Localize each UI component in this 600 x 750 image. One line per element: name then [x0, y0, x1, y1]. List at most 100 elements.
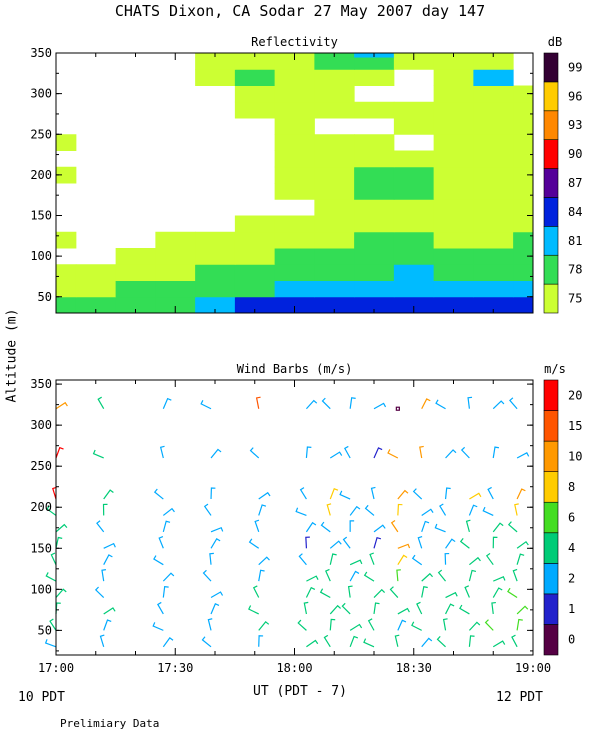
colorbar-label: 93: [568, 118, 582, 132]
reflectivity-cell: [56, 134, 77, 151]
wind-barb: [492, 522, 504, 533]
colorbar-swatch: [543, 410, 559, 442]
reflectivity-cell: [75, 280, 117, 298]
wind-barb: [249, 447, 260, 459]
reflectivity-cell: [314, 101, 355, 119]
reflectivity-cell: [195, 69, 236, 86]
wind-barb: [341, 602, 351, 615]
reflectivity-cell: [115, 264, 156, 281]
wind-barb: [210, 448, 222, 459]
wind-barb: [162, 585, 169, 598]
wind-barb: [252, 585, 260, 598]
wind-barb: [44, 639, 57, 648]
wind-barb: [157, 601, 164, 615]
wind-barb: [469, 556, 481, 566]
wind-barb: [153, 555, 164, 566]
wind-barb: [202, 569, 212, 582]
reflectivity-cell: [473, 183, 514, 200]
colorbar-label: 2: [568, 572, 575, 586]
wind-barb: [373, 602, 380, 615]
reflectivity-cell: [393, 296, 435, 314]
wind-barb: [103, 619, 112, 631]
wind-barb: [258, 635, 264, 647]
wind-barb: [329, 451, 343, 459]
wind-barb: [94, 586, 105, 598]
reflectivity-cell: [195, 231, 236, 249]
wind-barb: [507, 587, 518, 599]
wind-barb: [512, 568, 518, 582]
y-tick-label: 50: [38, 623, 52, 637]
wind-barb: [492, 446, 500, 459]
colorbar-label: 84: [568, 205, 582, 219]
reflectivity-cell: [274, 166, 315, 184]
reflectivity-cell: [473, 150, 514, 168]
wind-barb: [373, 447, 383, 459]
reflectivity-cell: [433, 296, 474, 314]
wind-barb: [97, 396, 105, 410]
wind-barb: [305, 399, 318, 410]
wind-barb: [364, 504, 375, 516]
x-tick-label: 19:00: [515, 661, 551, 675]
reflectivity-cell: [473, 280, 514, 298]
wind-barb: [397, 619, 407, 631]
y-tick-label: 100: [30, 582, 52, 596]
wind-barb: [516, 540, 529, 549]
reflectivity-cell: [473, 215, 514, 233]
reflectivity-cell: [56, 264, 77, 281]
y-tick-label: 350: [30, 46, 52, 60]
wind-barb: [258, 504, 267, 516]
reflectivity-cell: [473, 101, 514, 119]
wind-barb: [349, 397, 356, 409]
wind-barb: [387, 449, 399, 459]
reflectivity-cell: [234, 231, 276, 249]
wind-barb: [305, 446, 312, 459]
reflectivity-cell: [314, 57, 355, 70]
wind-barb: [329, 604, 342, 615]
wind-barb: [436, 635, 446, 648]
reflectivity-cell: [314, 199, 355, 216]
reflectivity-cell: [155, 280, 196, 298]
wind-barb: [369, 552, 375, 565]
reflectivity-cell: [56, 280, 77, 298]
y-tick-label: 50: [38, 290, 52, 304]
reflectivity-cell: [513, 248, 534, 265]
wind-barb: [55, 588, 67, 598]
reflectivity-cell: [274, 296, 315, 314]
reflectivity-cell: [234, 57, 276, 70]
reflectivity-cell: [314, 264, 355, 281]
reflectivity-title: Reflectivity: [251, 35, 338, 49]
reflectivity-cell: [393, 57, 435, 70]
reflectivity-cell: [433, 264, 474, 281]
reflectivity-cell: [195, 248, 236, 265]
wind-barb: [390, 520, 399, 533]
wind-barb: [248, 605, 259, 615]
wind-barb: [444, 487, 451, 500]
wind-barb: [349, 559, 363, 566]
colorbar-label: 8: [568, 480, 575, 494]
wind-barb: [491, 601, 496, 615]
reflectivity-cell: [393, 118, 435, 135]
wind-barb: [434, 523, 446, 533]
wind-barb: [162, 507, 175, 516]
wind-barb: [493, 576, 506, 582]
reflectivity-cell: [274, 280, 315, 298]
local-time-end-label: 12 PDT: [496, 690, 543, 705]
wind-barb: [492, 536, 498, 549]
y-tick-label: 150: [30, 541, 52, 555]
y-tick-label: 200: [30, 500, 52, 514]
wind-barb: [511, 634, 518, 648]
wind-barb: [347, 585, 353, 598]
reflectivity-cell: [473, 134, 514, 151]
wind-barb: [203, 503, 212, 516]
wind-barb: [349, 520, 355, 532]
wind-barb: [103, 554, 113, 565]
wind-barb: [516, 452, 530, 459]
reflectivity-cell: [433, 280, 474, 298]
reflectivity-cell: [195, 280, 236, 298]
wind-barb: [411, 554, 423, 566]
wind-barb: [326, 503, 332, 516]
reflectivity-cell: [234, 215, 276, 233]
wind-barb: [492, 640, 506, 648]
reflectivity-cell: [354, 248, 395, 265]
reflectivity-cell: [195, 57, 236, 70]
